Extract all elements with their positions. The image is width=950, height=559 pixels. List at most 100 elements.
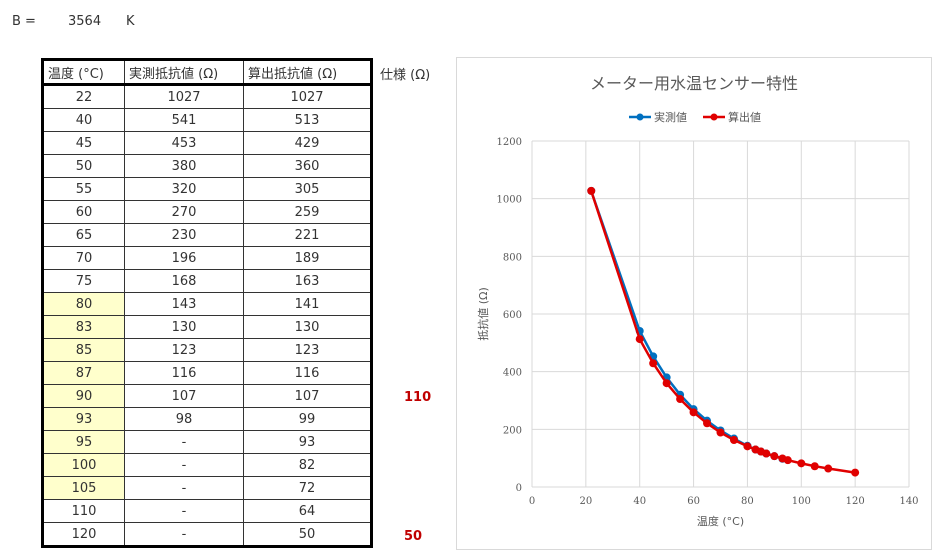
chart-area: メーター用水温センサー特性 実測値 算出値 0 20 40 60 80 100 120 140 0 20… [456,57,932,550]
x-tick-label: 120 [846,496,865,507]
cell-calc: 123 [243,338,372,362]
cell-measured: - [124,453,244,477]
spec-header: 仕様 (Ω) [380,68,431,83]
table-row: 120-50 [42,522,372,547]
y-tick-label: 400 [503,368,522,379]
cell-temp: 83 [42,315,125,339]
b-value: 3564 [68,14,102,29]
cell-measured: 320 [124,177,244,201]
table-row: 70 196 189 [42,246,372,270]
cell-measured: 98 [124,407,244,431]
x-tick-label: 80 [741,496,754,507]
x-tick-label: 40 [633,496,646,507]
table-row: 60 270 259 [42,200,372,224]
chart-title: メーター用水温センサー特性 [590,74,798,93]
data-point [824,464,833,473]
x-tick-label: 0 [529,496,535,507]
data-point [716,428,725,437]
cell-calc: 429 [243,131,372,155]
cell-calc: 221 [243,223,372,247]
x-tick-label: 60 [687,496,700,507]
y-tick-label: 0 [516,483,522,494]
cell-measured: - [124,430,244,454]
header-calc: 算出抵抗値 (Ω) [243,59,372,86]
table-row: 65 230 221 [42,223,372,247]
table-row: 105-72 [42,476,372,500]
cell-calc: 72 [243,476,372,500]
cell-temp: 55 [42,177,125,201]
header-temp: 温度 (°C) [42,59,125,86]
cell-calc: 116 [243,361,372,385]
cell-calc: 50 [243,522,372,547]
x-axis-label: 温度 (°C) [697,514,744,528]
cell-calc: 82 [243,453,372,477]
legend-marker [710,113,718,121]
table-row: 75 168 163 [42,269,372,293]
y-tick-label: 1000 [497,195,522,206]
cell-calc: 163 [243,269,372,293]
table-row: 100-82 [42,453,372,477]
cell-temp: 110 [42,499,125,523]
table-row: 87 116 116 [42,361,372,385]
cell-temp: 85 [42,338,125,362]
header-measured: 実測抵抗値 (Ω) [124,59,244,86]
cell-calc: 1027 [243,84,372,109]
cell-measured: - [124,522,244,547]
table-row: 80 143 141 [42,292,372,316]
data-point [851,468,860,477]
data-point [635,335,644,344]
cell-temp: 87 [42,361,125,385]
legend-marker [636,113,644,121]
legend-label: 算出値 [728,110,761,124]
y-tick-label: 1200 [497,137,522,148]
data-point [762,449,771,458]
table-row: 55 320 305 [42,177,372,201]
data-point [770,452,779,461]
table-row: 45 453 429 [42,131,372,155]
data-point [797,459,806,468]
y-tick-label: 600 [503,310,522,321]
data-point [689,408,698,417]
cell-temp: 75 [42,269,125,293]
cell-temp: 45 [42,131,125,155]
data-point [587,186,596,195]
cell-measured: 270 [124,200,244,224]
cell-calc: 259 [243,200,372,224]
table-row: 85 123 123 [42,338,372,362]
cell-temp: 93 [42,407,125,431]
cell-measured: 107 [124,384,244,408]
cell-measured: 196 [124,246,244,270]
cell-calc: 99 [243,407,372,431]
cell-temp: 80 [42,292,125,316]
cell-measured: 1027 [124,84,244,109]
cell-measured: - [124,476,244,500]
cell-calc: 93 [243,430,372,454]
table-row: 90 107 107 [42,384,372,408]
cell-temp: 65 [42,223,125,247]
b-unit: K [126,14,135,29]
table-row: 93 98 99 [42,407,372,431]
cell-measured: 168 [124,269,244,293]
data-point [783,456,792,465]
x-tick-label: 140 [899,496,918,507]
cell-measured: 380 [124,154,244,178]
table-row: 22 1027 1027 [42,84,372,109]
cell-temp: 100 [42,453,125,477]
cell-temp: 105 [42,476,125,500]
resistance-table: 温度 (°C) 実測抵抗値 (Ω) 算出抵抗値 (Ω) 22 1027 1027 40… [41,58,373,548]
spec-value: 50 [404,529,423,545]
table-row: 40 541 513 [42,108,372,132]
data-point [703,419,712,428]
cell-measured: 143 [124,292,244,316]
cell-measured: 453 [124,131,244,155]
cell-calc: 305 [243,177,372,201]
cell-temp: 95 [42,430,125,454]
data-point [676,395,685,404]
cell-temp: 40 [42,108,125,132]
y-tick-label: 200 [503,425,522,436]
cell-temp: 60 [42,200,125,224]
cell-calc: 107 [243,384,372,408]
legend-label: 実測値 [654,110,687,124]
x-tick-label: 100 [792,496,811,507]
y-axis-label: 抵抗値 (Ω) [476,287,490,341]
